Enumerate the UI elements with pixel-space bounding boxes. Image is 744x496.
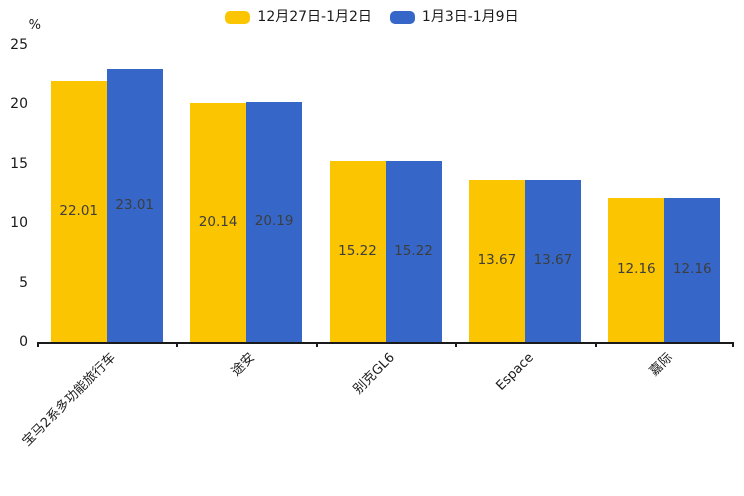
y-tick-label: 15 bbox=[10, 155, 28, 172]
bar: 20.14 bbox=[190, 102, 247, 342]
legend-swatch-yellow bbox=[225, 10, 251, 24]
legend: 12月27日-1月2日 1月3日-1月9日 bbox=[0, 6, 744, 28]
bar: 22.01 bbox=[50, 80, 107, 342]
bar-value-label: 22.01 bbox=[59, 202, 99, 219]
bar: 13.67 bbox=[524, 179, 581, 342]
bar-value-label: 20.19 bbox=[254, 213, 294, 230]
legend-swatch-blue bbox=[389, 10, 415, 24]
x-category-label: 途安 bbox=[228, 350, 258, 380]
x-category-label: 宝马2系多功能旅行车 bbox=[19, 350, 119, 450]
legend-item-period-1[interactable]: 12月27日-1月2日 bbox=[225, 10, 372, 24]
y-axis-unit-label: % bbox=[28, 18, 41, 33]
x-tick-mark bbox=[316, 342, 318, 347]
x-tick-mark bbox=[37, 342, 39, 347]
legend-item-period-2[interactable]: 1月3日-1月9日 bbox=[389, 9, 519, 25]
bar-value-label: 12.16 bbox=[616, 261, 656, 278]
bar-value-label: 13.67 bbox=[533, 252, 573, 269]
bar-value-label: 23.01 bbox=[115, 196, 155, 213]
bar: 12.16 bbox=[608, 197, 665, 342]
x-tick-mark bbox=[176, 342, 178, 347]
x-tick-mark bbox=[595, 342, 597, 347]
y-tick-label: 20 bbox=[10, 96, 28, 113]
bar-value-label: 15.22 bbox=[338, 242, 377, 259]
y-tick-label: 10 bbox=[10, 215, 28, 232]
x-tick-mark bbox=[455, 342, 457, 347]
legend-label-period-2: 1月3日-1月9日 bbox=[421, 9, 519, 25]
x-category-label: Espace bbox=[493, 350, 537, 394]
bar: 13.67 bbox=[468, 179, 525, 342]
bar: 15.22 bbox=[385, 161, 442, 342]
x-tick-mark bbox=[732, 342, 734, 347]
y-tick-label: 5 bbox=[19, 274, 28, 291]
bar: 15.22 bbox=[329, 161, 386, 342]
y-tick-label: 0 bbox=[19, 334, 28, 350]
y-tick-label: 25 bbox=[10, 37, 28, 53]
bar-value-label: 20.14 bbox=[198, 213, 238, 230]
x-category-label: 嘉际 bbox=[647, 350, 677, 380]
legend-label-period-1: 12月27日-1月2日 bbox=[257, 9, 372, 25]
bar: 20.19 bbox=[246, 102, 303, 342]
bar-value-label: 13.67 bbox=[477, 252, 517, 269]
bar-value-label: 12.16 bbox=[672, 261, 712, 278]
bar: 12.16 bbox=[664, 197, 721, 342]
plot-area: 22.01 23.01 宝马2系多功能旅行车 20.14 20.19 途安 15.22 15.… bbox=[19, 45, 734, 449]
bar-value-label: 15.22 bbox=[394, 242, 433, 259]
x-category-label: 别克GL6 bbox=[350, 350, 398, 398]
bar: 23.01 bbox=[106, 68, 163, 342]
